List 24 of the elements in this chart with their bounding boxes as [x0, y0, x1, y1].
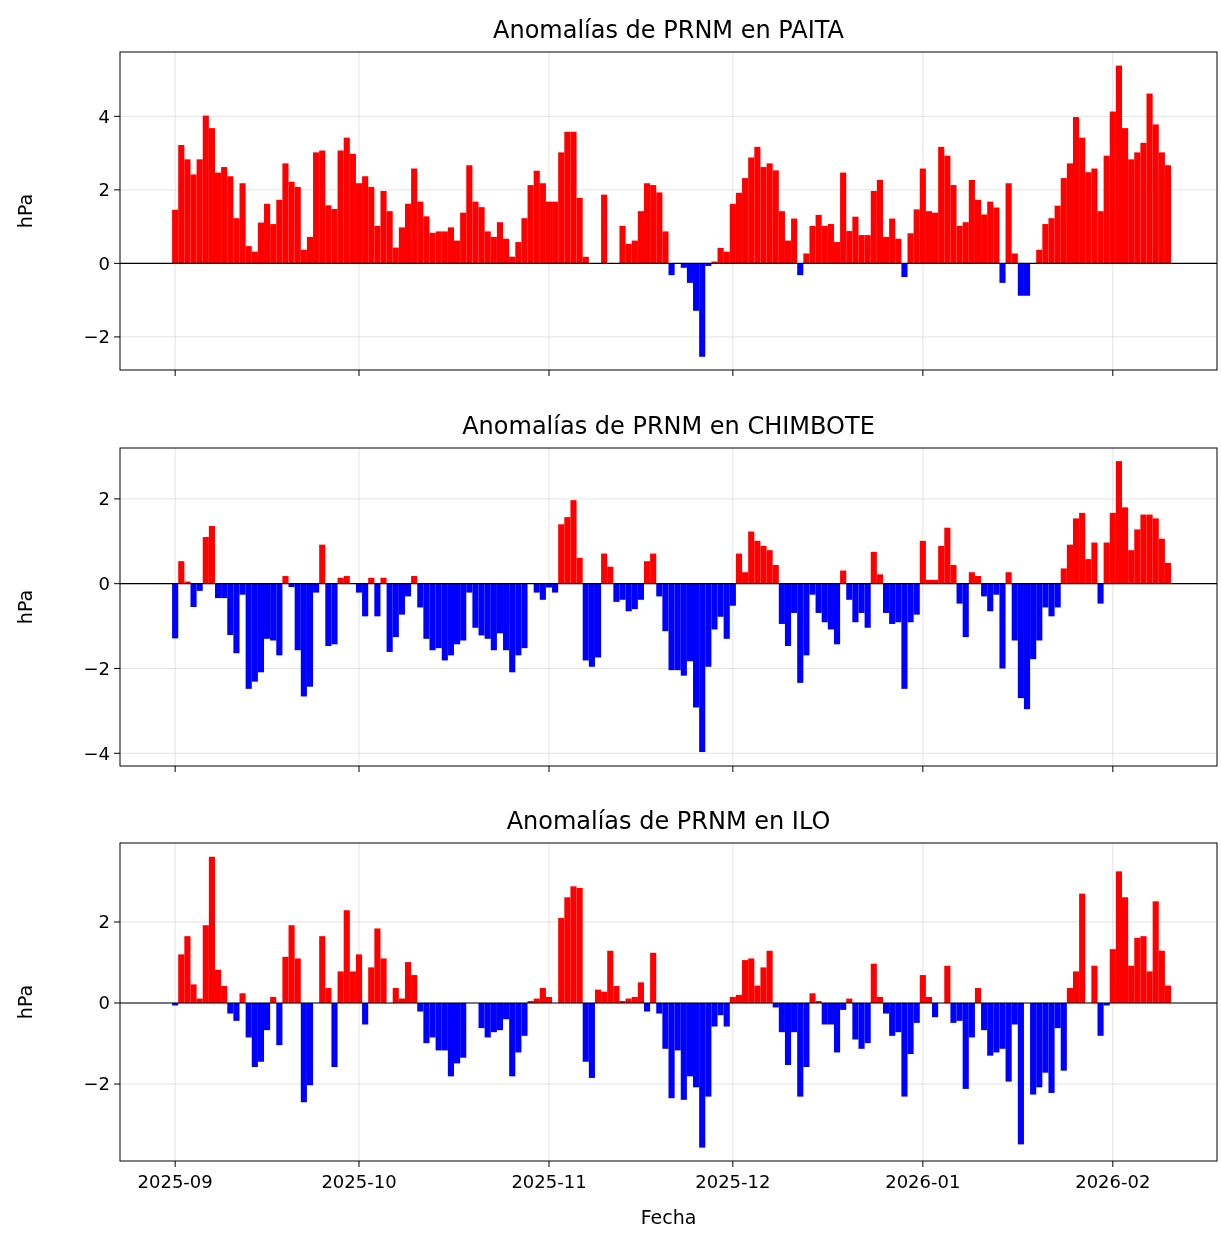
x-tick-label: 2025-11 [511, 1171, 587, 1192]
y-tick-label: 2 [98, 179, 110, 201]
y-tick-label: −2 [83, 1073, 110, 1095]
y-tick-label: 0 [98, 252, 110, 274]
y-tick-label: −2 [83, 657, 110, 679]
y-tick-label: 2 [98, 911, 110, 933]
x-tick-label: 2025-09 [137, 1171, 213, 1192]
x-tick-label: 2025-10 [321, 1171, 397, 1192]
x-tick-label: 2026-02 [1075, 1171, 1151, 1192]
x-axis-title: Fecha [640, 1206, 697, 1228]
chart-title: Anomalías de PRNM en ILO [506, 807, 831, 835]
y-tick-label: 2 [98, 488, 110, 510]
y-tick-label: 0 [98, 572, 110, 594]
chart-title: Anomalías de PRNM en CHIMBOTE [462, 412, 875, 440]
y-tick-label: 4 [98, 105, 110, 127]
y-tick-label: 0 [98, 992, 110, 1014]
y-axis-title: hPa [14, 984, 36, 1020]
chart-title: Anomalías de PRNM en PAITA [493, 16, 845, 44]
y-tick-label: −4 [83, 742, 110, 764]
x-tick-label: 2025-12 [695, 1171, 771, 1192]
y-axis-title: hPa [14, 589, 36, 625]
x-tick-label: 2026-01 [885, 1171, 961, 1192]
y-tick-label: −2 [83, 326, 110, 348]
y-axis-title: hPa [14, 193, 36, 229]
